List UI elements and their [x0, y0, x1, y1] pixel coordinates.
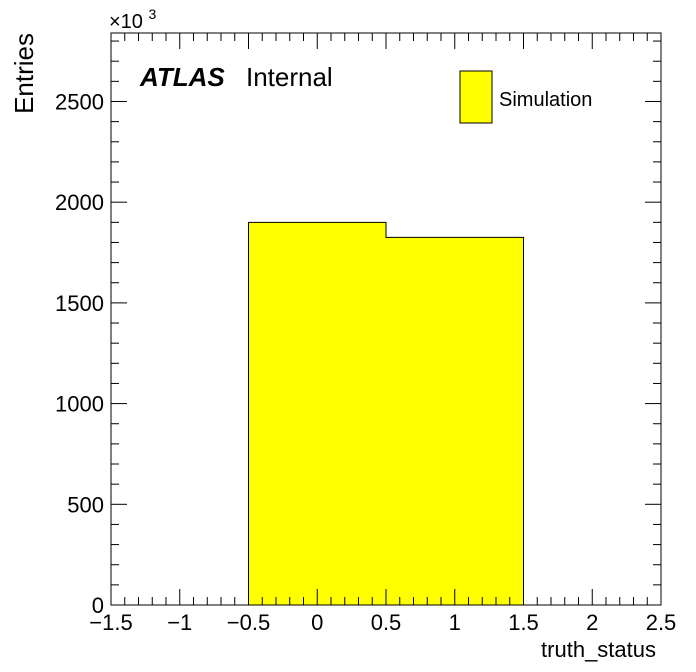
y-tick-label: 2500: [55, 89, 104, 114]
x-axis-label: truth_status: [541, 637, 656, 662]
y-tick-label: 1500: [55, 291, 104, 316]
legend-swatch-simulation: [459, 70, 493, 124]
y-tick-label: 2000: [55, 190, 104, 215]
x-tick-label: 0.5: [371, 610, 402, 635]
atlas-label: ATLAS Internal: [139, 62, 333, 92]
x-tick-label: −1: [167, 610, 192, 635]
histogram-bar-1: [386, 237, 524, 606]
histogram-bars: [248, 221, 524, 606]
axis-tick-labels: −1.5 −1 −0.5 0 0.5 1 1.5 2 2.5 0 500 1000 1500 2000 25…: [55, 89, 676, 635]
y-tick-label: 1000: [55, 392, 104, 417]
x-tick-label: 2: [586, 610, 598, 635]
legend-label-simulation: Simulation: [499, 89, 592, 111]
histogram-outline: [248, 221, 524, 605]
x-tick-label: −1.5: [89, 610, 132, 635]
y-multiplier-base: ×10: [109, 11, 143, 33]
y-tick-label: 500: [67, 492, 104, 517]
x-tick-label: 1: [449, 610, 461, 635]
atlas-status-label: Internal: [246, 62, 333, 92]
atlas-experiment-label: ATLAS: [139, 62, 225, 92]
x-tick-label: −0.5: [227, 610, 270, 635]
axis-ticks: [110, 33, 662, 606]
y-multiplier-exponent: 3: [149, 6, 157, 22]
x-tick-label: 0: [311, 610, 323, 635]
y-axis-multiplier: ×10 3: [109, 6, 157, 33]
histogram-bar-0: [248, 222, 386, 605]
x-tick-label: 1.5: [508, 610, 539, 635]
legend: Simulation: [459, 70, 592, 124]
y-tick-label: 0: [92, 593, 104, 618]
x-tick-label: 2.5: [646, 610, 677, 635]
y-axis-label: Entries: [9, 33, 39, 114]
